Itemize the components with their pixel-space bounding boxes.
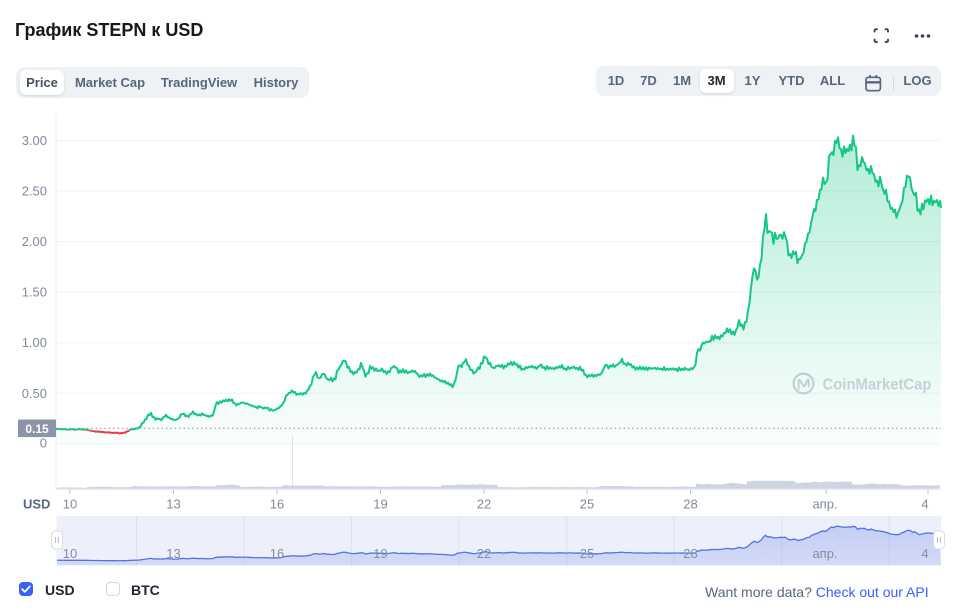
svg-text:апр.: апр.	[812, 497, 837, 512]
svg-text:19: 19	[373, 546, 387, 561]
svg-text:апр.: апр.	[812, 546, 837, 561]
svg-text:25: 25	[580, 546, 594, 561]
svg-text:28: 28	[683, 546, 697, 561]
svg-text:0: 0	[40, 436, 47, 451]
svg-text:16: 16	[270, 546, 284, 561]
svg-text:USD: USD	[23, 497, 50, 512]
svg-text:1.00: 1.00	[22, 335, 47, 350]
svg-text:0.15: 0.15	[25, 422, 49, 436]
svg-text:19: 19	[373, 497, 387, 512]
svg-text:3.00: 3.00	[22, 133, 47, 148]
svg-text:13: 13	[166, 546, 180, 561]
svg-text:4: 4	[921, 497, 928, 512]
svg-text:16: 16	[270, 497, 284, 512]
svg-text:22: 22	[477, 546, 491, 561]
svg-text:2.00: 2.00	[22, 234, 47, 249]
svg-text:2.50: 2.50	[22, 184, 47, 199]
svg-text:4: 4	[921, 546, 928, 561]
svg-text:25: 25	[580, 497, 594, 512]
svg-text:10: 10	[63, 546, 77, 561]
svg-text:13: 13	[166, 497, 180, 512]
svg-text:28: 28	[683, 497, 697, 512]
svg-text:0.50: 0.50	[22, 386, 47, 401]
svg-text:1.50: 1.50	[22, 285, 47, 300]
svg-text:22: 22	[477, 497, 491, 512]
svg-text:10: 10	[63, 497, 77, 512]
